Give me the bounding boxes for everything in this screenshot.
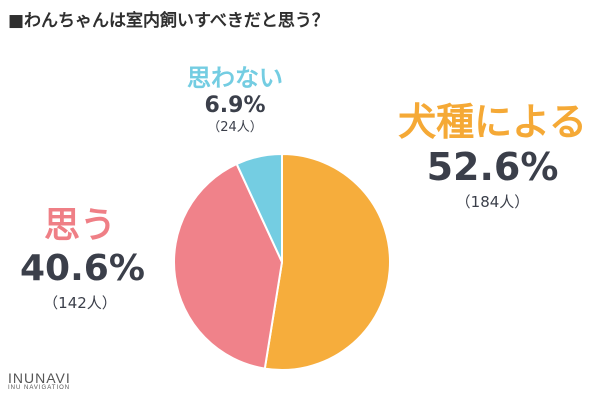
slice-value-breed: 52.6%	[426, 145, 559, 189]
pie-slice-no	[235, 152, 283, 263]
brand-logo: INUNAVI INU NAVIGATION	[8, 370, 71, 391]
slice-label-yes: 思う 40.6% （142人）	[20, 205, 145, 313]
slice-name-yes: 思う	[43, 205, 116, 246]
slice-name-breed: 犬種による	[398, 100, 587, 144]
slice-count-breed: （184人）	[455, 193, 530, 211]
slice-label-no: 思わない 6.9% （24人）	[180, 64, 290, 136]
pie-slice-breed	[263, 152, 391, 371]
slice-value-no: 6.9%	[204, 93, 266, 118]
logo-sub-text: INU NAVIGATION	[8, 385, 71, 391]
logo-main-text: INUNAVI	[8, 370, 71, 386]
chart-title-text: ■わんちゃんは室内飼いすべきだと思う？	[8, 11, 329, 31]
slice-name-no: 思わない	[187, 64, 283, 92]
pie-slice-yes	[173, 162, 284, 370]
slice-count-yes: （142人）	[43, 294, 117, 312]
slice-label-breed: 犬種による 52.6% （184人）	[385, 100, 600, 212]
chart-title: ■わんちゃんは室内飼いすべきだと思う？	[8, 6, 329, 31]
slice-count-no: （24人）	[207, 120, 263, 135]
slice-value-yes: 40.6%	[20, 248, 145, 289]
